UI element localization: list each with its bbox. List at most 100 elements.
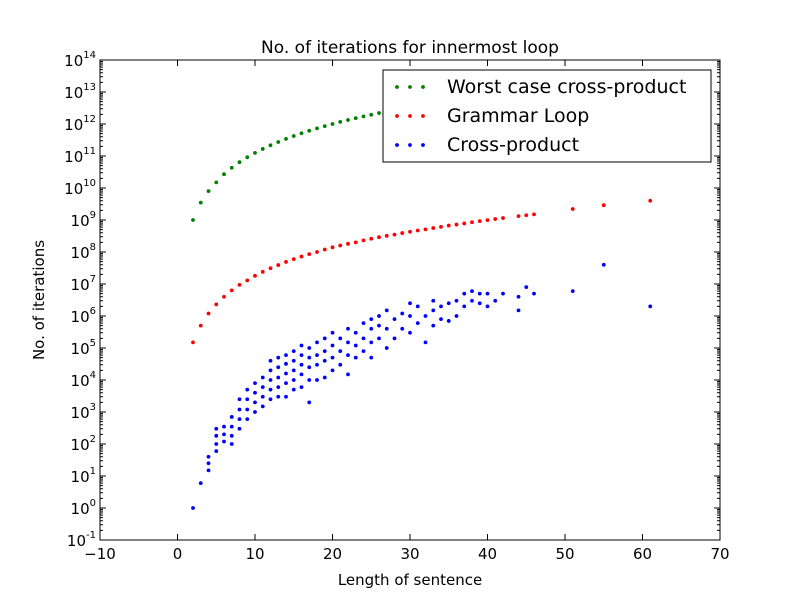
data-point [253, 410, 257, 414]
data-point [322, 247, 327, 252]
data-point [369, 236, 374, 241]
data-point [315, 378, 319, 382]
data-point [237, 426, 242, 431]
data-point [276, 263, 281, 267]
data-point [462, 221, 467, 226]
data-point [268, 397, 273, 402]
data-point [214, 426, 219, 431]
x-axis-label: Length of sentence [338, 571, 482, 589]
data-point [439, 304, 443, 309]
data-point [485, 218, 490, 223]
data-point [237, 417, 242, 421]
y-tick-label: 105 [71, 338, 96, 358]
data-point [384, 308, 389, 313]
data-point [245, 397, 250, 402]
data-point [253, 150, 257, 155]
data-point [284, 353, 288, 357]
data-point [501, 291, 505, 296]
data-point [400, 231, 405, 235]
data-point [284, 260, 288, 264]
x-tick-label: 0 [173, 545, 183, 563]
chart-title: No. of iterations for innermost loop [261, 38, 559, 58]
data-point [384, 233, 389, 238]
data-point [431, 308, 436, 313]
data-point [260, 147, 265, 151]
data-point [245, 417, 250, 421]
data-point [361, 114, 366, 119]
data-point [369, 340, 374, 345]
data-point [276, 140, 281, 144]
legend-marker [421, 114, 425, 118]
y-tick-label: 106 [71, 306, 96, 326]
data-point [524, 213, 529, 218]
data-point [222, 424, 226, 429]
x-tick-label: 60 [633, 545, 652, 563]
data-point [338, 243, 343, 248]
series-2 [191, 262, 653, 510]
data-point [361, 238, 366, 243]
data-point [299, 353, 304, 357]
data-point [477, 219, 482, 224]
data-point [237, 397, 242, 402]
data-point [206, 311, 211, 316]
data-point [330, 330, 335, 335]
data-point [446, 223, 451, 228]
data-point [369, 355, 374, 360]
data-point [222, 172, 226, 177]
plot-area [191, 111, 653, 510]
x-tick-label: 70 [710, 545, 729, 563]
data-point [415, 321, 420, 325]
data-point [307, 400, 312, 405]
data-point [222, 439, 226, 444]
data-point [291, 349, 296, 354]
data-point [284, 381, 288, 386]
data-point [253, 400, 257, 405]
data-point [516, 214, 521, 219]
x-tick-label: −10 [84, 545, 116, 563]
data-point [353, 116, 358, 121]
legend-marker [395, 114, 399, 118]
data-point [206, 189, 211, 194]
data-point [439, 317, 443, 322]
data-point [322, 124, 327, 129]
data-point [245, 278, 250, 283]
data-point [462, 304, 467, 309]
legend-marker [408, 114, 412, 118]
x-axis-ticks: −10 0 10 20 30 40 50 60 70 [84, 60, 730, 563]
y-tick-label: 1013 [64, 82, 96, 102]
data-point [431, 226, 436, 230]
data-point [384, 346, 389, 350]
data-point [315, 126, 319, 131]
data-point [198, 481, 203, 485]
data-point [299, 372, 304, 377]
data-point [423, 227, 428, 232]
data-point [648, 304, 653, 309]
data-point [284, 371, 288, 376]
data-point [291, 378, 296, 382]
data-point [524, 285, 529, 290]
data-point [307, 365, 312, 370]
data-point [501, 216, 505, 220]
data-point [353, 355, 358, 360]
data-point [648, 198, 653, 203]
data-point [392, 317, 397, 322]
data-point [377, 323, 381, 328]
data-point [206, 454, 211, 459]
data-point [330, 343, 335, 348]
series-0 [191, 111, 381, 222]
x-tick-label: 30 [400, 545, 419, 563]
data-point [400, 326, 405, 331]
data-point [214, 449, 219, 453]
legend-marker [408, 143, 412, 147]
data-point [338, 120, 343, 124]
data-point [485, 304, 490, 309]
data-point [229, 288, 234, 293]
data-point [214, 433, 219, 438]
data-point [431, 298, 436, 303]
data-point [229, 415, 234, 419]
legend-marker [408, 85, 412, 89]
data-point [338, 336, 343, 341]
legend-frame [382, 69, 712, 163]
data-point [369, 317, 374, 322]
data-point [299, 254, 304, 259]
